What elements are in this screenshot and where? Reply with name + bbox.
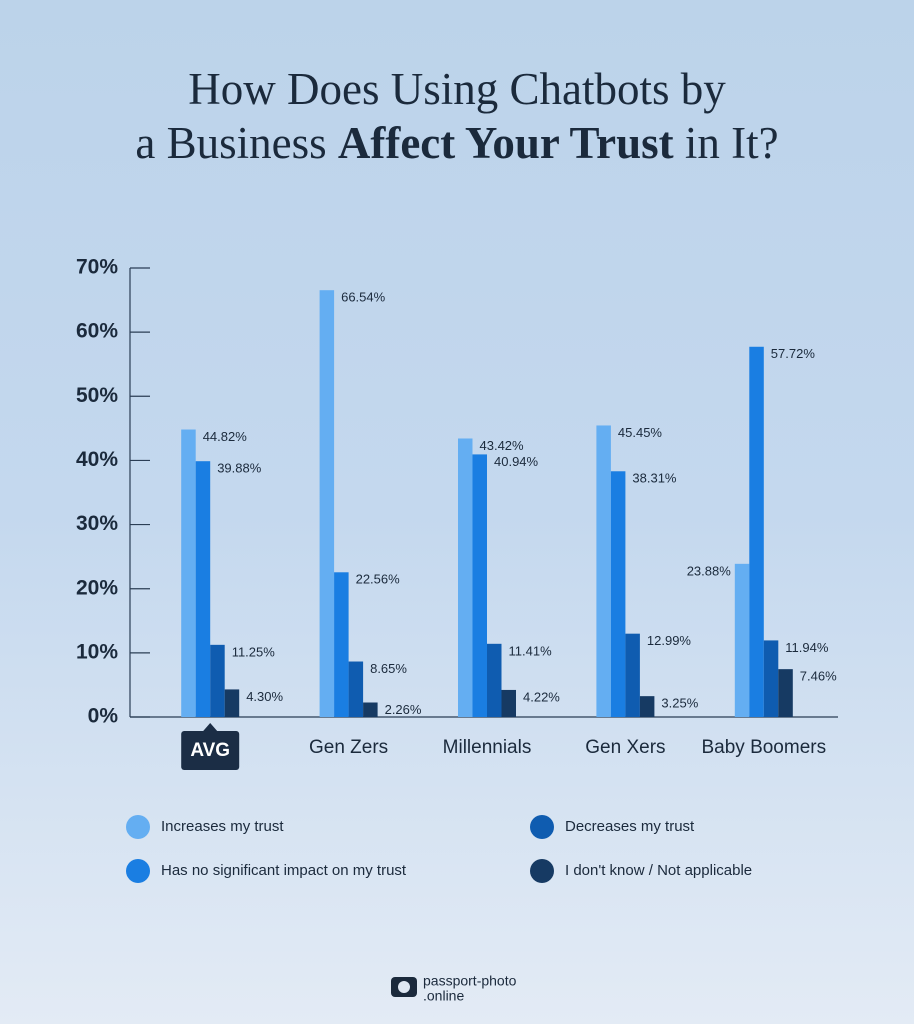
bar — [210, 644, 225, 717]
data-label: 2.26% — [385, 702, 422, 717]
x-tick-label: AVG — [190, 740, 230, 761]
x-tick-label: Gen Xers — [585, 737, 665, 758]
data-label: 4.22% — [523, 689, 560, 704]
bar — [763, 640, 779, 717]
y-tick-label: 20% — [76, 576, 118, 599]
bar — [501, 689, 516, 717]
data-label: 11.41% — [509, 643, 553, 658]
y-tick-label: 70% — [76, 256, 118, 279]
y-tick-label: 60% — [76, 320, 118, 343]
data-label: 11.94% — [785, 640, 829, 655]
data-label: 3.25% — [661, 696, 698, 711]
data-label: 44.82% — [203, 429, 248, 444]
bar — [195, 461, 211, 717]
bar — [348, 661, 364, 717]
legend-swatch — [126, 815, 150, 839]
bar — [363, 702, 378, 717]
data-label: 12.99% — [647, 633, 692, 648]
logo-text: passport-photo — [423, 973, 517, 989]
title-part: a Business — [135, 118, 327, 168]
x-tick-label: Baby Boomers — [701, 737, 826, 758]
bar — [734, 563, 750, 717]
data-label: 38.31% — [632, 471, 677, 486]
y-tick-label: 50% — [76, 384, 118, 407]
x-tick-label: Millennials — [443, 737, 532, 758]
data-label: 45.45% — [618, 425, 663, 440]
data-label: 22.56% — [356, 572, 401, 587]
chart-title: How Does Using Chatbots by a Business Aff… — [0, 62, 914, 170]
logo-lens — [398, 981, 410, 993]
bar — [778, 669, 793, 717]
data-label: 11.25% — [232, 644, 276, 659]
logo-text: .online — [423, 988, 464, 1004]
data-label: 43.42% — [480, 438, 525, 453]
badge-pointer — [203, 723, 218, 731]
category-badge — [181, 731, 240, 770]
bar — [472, 454, 487, 717]
data-label: 4.30% — [246, 689, 283, 704]
bar — [639, 696, 655, 717]
data-label: 66.54% — [341, 290, 386, 305]
bar — [596, 425, 611, 717]
bar — [181, 429, 196, 717]
data-label: 23.88% — [687, 563, 732, 578]
data-label: 40.94% — [494, 454, 539, 469]
title-part: in It? — [684, 118, 779, 168]
y-tick-label: 40% — [76, 448, 118, 471]
y-tick-label: 10% — [76, 640, 118, 663]
legend-label: Has no significant impact on my trust — [161, 862, 407, 879]
bar — [625, 633, 640, 717]
bar — [224, 689, 240, 717]
data-label: 39.88% — [217, 461, 262, 476]
title-bold: Affect Your Trust — [337, 118, 674, 168]
bar — [334, 572, 349, 717]
bar — [458, 438, 473, 717]
bar — [749, 346, 764, 717]
legend-label: Increases my trust — [161, 818, 284, 835]
y-tick-label: 0% — [88, 705, 119, 728]
bar — [319, 290, 335, 717]
legend-swatch — [530, 859, 554, 883]
bar — [610, 471, 626, 717]
legend-swatch — [126, 859, 150, 883]
data-label: 57.72% — [771, 346, 816, 361]
legend-label: Decreases my trust — [565, 818, 695, 835]
title-part: How Does Using Chatbots by — [188, 64, 726, 114]
data-label: 7.46% — [800, 669, 837, 684]
x-tick-label: Gen Zers — [309, 737, 388, 758]
legend-swatch — [530, 815, 554, 839]
data-label: 8.65% — [370, 661, 407, 676]
legend-label: I don't know / Not applicable — [565, 862, 752, 879]
y-tick-label: 30% — [76, 512, 118, 535]
bar — [487, 643, 502, 717]
logo: passport-photo .online — [391, 973, 517, 1004]
